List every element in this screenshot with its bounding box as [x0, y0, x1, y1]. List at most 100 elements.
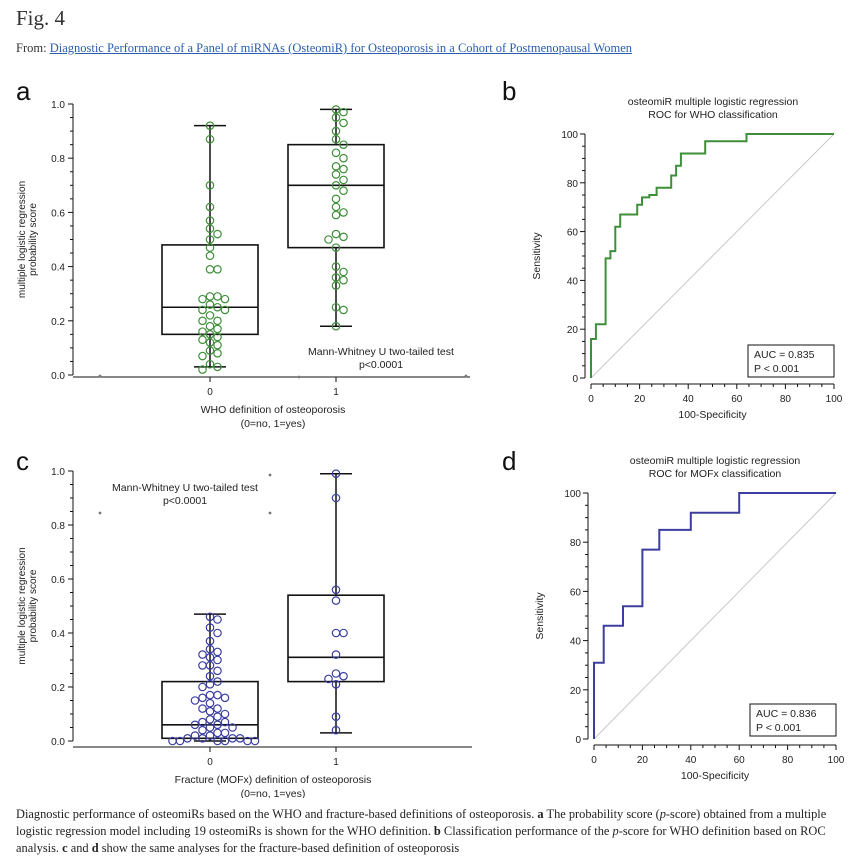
data-point [205, 346, 215, 355]
caption-text: Diagnostic performance of osteomiRs base… [16, 807, 538, 821]
caption-italic: p [659, 807, 666, 821]
roc-curve [590, 133, 834, 378]
caption-italic: p [612, 824, 619, 838]
data-point [190, 696, 200, 705]
y-tick-label: 0.0 [51, 737, 65, 748]
caption-text: -score for WHO definition based on ROC a… [16, 824, 826, 855]
data-point [331, 669, 341, 678]
data-point [205, 216, 215, 225]
data-point [331, 229, 341, 239]
data-point [198, 351, 207, 361]
data-point [183, 733, 192, 743]
data-point [250, 736, 260, 746]
roc-chart-mofx: d osteomiR multiple logistic regressionRO… [502, 446, 845, 782]
data-point [331, 162, 341, 171]
x-tick-label: 0 [588, 394, 594, 405]
data-point [331, 126, 341, 136]
data-point [331, 202, 341, 212]
data-point [220, 693, 230, 703]
source-prefix: From: [16, 41, 50, 55]
data-point [213, 265, 222, 274]
chart-title: osteomiR multiple logistic regression [628, 96, 799, 108]
x-tick-label: 0 [207, 387, 213, 398]
caption-text: The probability score ( [543, 807, 660, 821]
y-tick-label: 0.6 [51, 575, 65, 586]
data-point [213, 720, 222, 730]
x-tick-label: 100 [826, 394, 843, 405]
data-point [324, 235, 333, 244]
data-point [205, 636, 215, 646]
corner-marker [464, 374, 468, 378]
caption-bold: d [91, 841, 99, 855]
p-value: P < 0.001 [756, 722, 801, 734]
auc-box [747, 344, 835, 378]
x-tick-label: 40 [683, 394, 695, 405]
roc-curve [593, 492, 836, 739]
y-axis-label: multiple logistic regression [17, 181, 28, 298]
data-point [205, 121, 215, 130]
y-tick-label: 80 [567, 179, 579, 190]
data-point [331, 725, 341, 735]
data-point [198, 305, 207, 315]
source-article-link[interactable]: Diagnostic Performance of a Panel of miR… [49, 41, 633, 55]
y-tick-label: 0.0 [51, 371, 65, 382]
data-point [205, 644, 215, 654]
box-plot-mofx: c 0.0 0.2 0.4 0.6 0.8 1.0 0 1 multiple logistic r… [16, 446, 472, 798]
x-tick-label: 1 [333, 757, 339, 768]
data-point [331, 105, 341, 114]
y-axis-label: multiple logistic regression [17, 547, 28, 664]
data-point [205, 134, 215, 144]
y-axis-label: probability score [28, 569, 39, 642]
data-point [324, 674, 333, 684]
data-point [198, 327, 207, 336]
x-axis-label: WHO definition of osteoporosis [201, 404, 346, 416]
y-tick-label: 0 [572, 374, 578, 385]
data-point [198, 335, 207, 345]
panel-letter: a [16, 76, 31, 106]
y-tick-label: 40 [570, 637, 582, 648]
source-line: From: Diagnostic Performance of a Panel … [16, 41, 632, 56]
x-axis-label: (0=no, 1=yes) [241, 418, 306, 430]
data-point [198, 316, 207, 326]
data-point [213, 229, 222, 239]
auc-box [749, 703, 837, 737]
y-tick-label: 0.2 [51, 683, 65, 694]
data-point [339, 153, 348, 163]
data-point [220, 736, 230, 746]
panel-letter: b [502, 76, 516, 106]
reference-diagonal [590, 133, 835, 379]
caption-bold: a [537, 807, 544, 821]
auc-value: AUC = 0.836 [756, 708, 817, 720]
data-point [213, 704, 222, 713]
data-point [339, 628, 348, 638]
corner-marker [98, 374, 102, 378]
panel-d: d osteomiR multiple logistic regression RO… [500, 446, 856, 798]
chart-title: osteomiR multiple logistic regression [630, 455, 801, 467]
y-tick-label: 0.8 [51, 521, 65, 532]
y-axis-label: Sensitivity [531, 232, 543, 280]
figure-caption: Diagnostic performance of osteomiRs base… [16, 806, 846, 857]
x-axis-label: 100-Specificity [681, 770, 750, 782]
data-point [228, 723, 237, 732]
data-point [339, 175, 348, 185]
data-point [339, 140, 348, 149]
y-tick-label: 80 [570, 538, 582, 549]
chart-title: ROC for WHO classification [648, 109, 778, 121]
data-point [220, 717, 230, 727]
box-plot-who: a 0.0 0.2 0.4 0.6 0.8 1.0 0 1 multiple logistic r… [16, 76, 470, 430]
test-annotation: Mann-Whitney U two-tailed test [112, 482, 258, 494]
caption-text: show the same analyses for the fracture-… [98, 841, 460, 855]
x-tick-label: 100 [828, 755, 845, 766]
p-value-annotation: p<0.0001 [163, 495, 207, 507]
data-point [331, 628, 341, 638]
caption-text: Classification performance of the [440, 824, 613, 838]
caption-text: and [67, 841, 92, 855]
data-point [213, 332, 222, 342]
corner-marker [98, 511, 102, 515]
panel-a: a 0.0 0.2 0.4 0.6 0.8 1.0 0 1 multiple logistic r… [10, 76, 490, 438]
iqr-box [287, 143, 385, 249]
reference-diagonal [593, 492, 837, 740]
data-point [213, 302, 222, 312]
data-point [205, 292, 215, 301]
data-point [205, 243, 215, 252]
